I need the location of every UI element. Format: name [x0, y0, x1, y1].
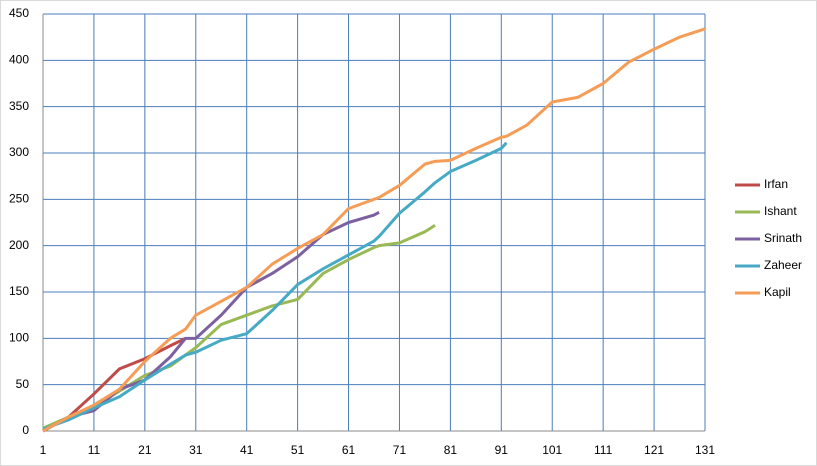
x-tick-label: 11: [88, 443, 101, 457]
y-tick-label: 400: [9, 53, 29, 67]
series-line: [42, 141, 508, 431]
y-tick-label: 200: [9, 238, 29, 252]
y-tick-label: 250: [9, 192, 29, 206]
x-tick-label: 61: [342, 443, 356, 457]
x-tick-label: 121: [644, 443, 664, 457]
y-tick-label: 0: [22, 423, 29, 437]
x-tick-label: 111: [594, 443, 613, 457]
x-tick-label: 31: [189, 443, 203, 457]
y-tick-label: 50: [16, 377, 30, 391]
y-tick-label: 450: [9, 6, 29, 20]
legend-label: Irfan: [764, 177, 788, 191]
legend-label: Kapil: [764, 285, 791, 299]
y-tick-label: 100: [9, 331, 29, 345]
x-tick-label: 51: [291, 443, 305, 457]
legend-label: Srinath: [764, 231, 802, 245]
x-tick-label: 101: [542, 443, 562, 457]
legend-label: Ishant: [764, 204, 797, 218]
x-tick-label: 91: [495, 443, 509, 457]
y-tick-label: 150: [9, 284, 29, 298]
x-tick-label: 81: [444, 443, 458, 457]
x-tick-label: 21: [138, 443, 152, 457]
x-tick-label: 131: [695, 443, 715, 457]
y-tick-label: 300: [9, 145, 29, 159]
legend-label: Zaheer: [764, 258, 802, 272]
x-tick-label: 71: [393, 443, 407, 457]
y-tick-label: 350: [9, 99, 29, 113]
series-line: [42, 210, 380, 433]
x-tick-label: 41: [240, 443, 254, 457]
series-line: [42, 27, 706, 433]
x-tick-label: 1: [40, 443, 47, 457]
